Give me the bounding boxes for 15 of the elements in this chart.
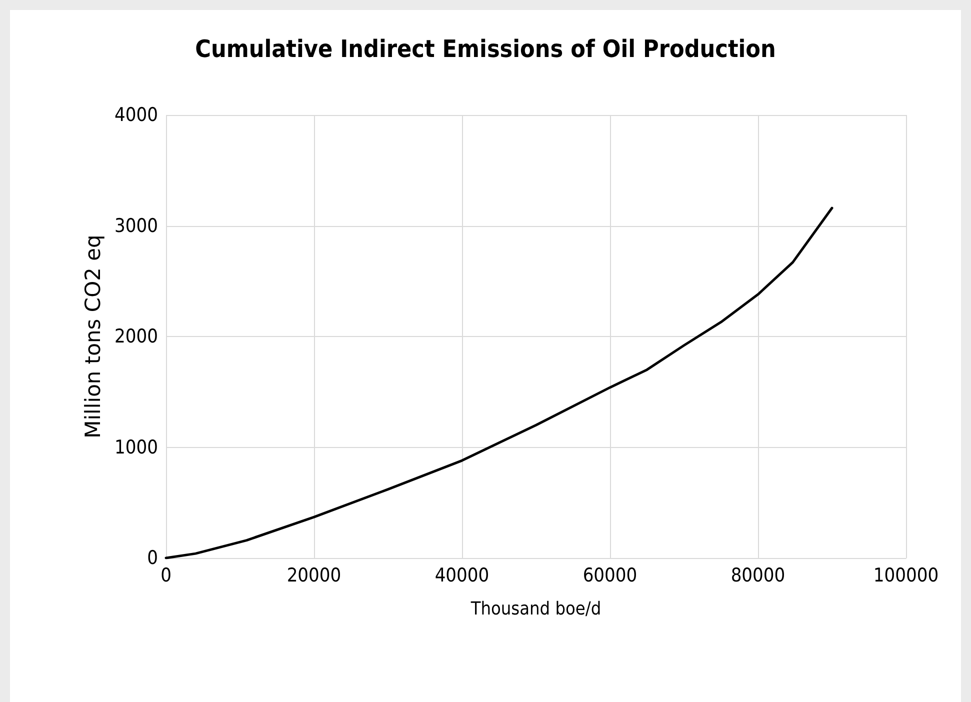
x-tick-label: 60000	[582, 564, 638, 586]
line-series	[164, 206, 834, 560]
x-tick-label: 20000	[286, 564, 342, 586]
x-tick-label: 100000	[873, 564, 939, 586]
y-tick-label: 2000	[114, 326, 158, 348]
y-tick-label: 4000	[114, 104, 158, 126]
x-tick-label: 80000	[730, 564, 786, 586]
y-tick-label: 0	[147, 547, 158, 569]
x-tick-label: 0	[160, 564, 172, 586]
x-axis-title: Thousand boe/d	[470, 598, 602, 620]
y-tick-label: 3000	[114, 214, 158, 237]
x-tick-label: 40000	[434, 564, 490, 586]
y-axis-title: Million tons CO2 eq	[81, 234, 106, 438]
chart-title: Cumulative Indirect Emissions of Oil Production	[195, 35, 776, 63]
y-tick-label: 1000	[114, 436, 158, 458]
